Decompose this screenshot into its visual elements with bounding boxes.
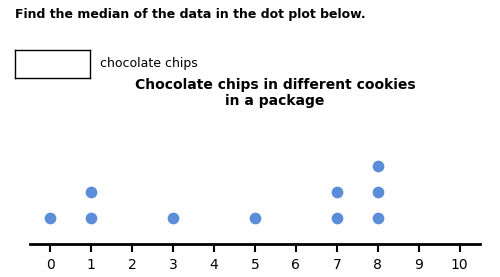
Point	[374, 164, 382, 168]
Point	[374, 190, 382, 194]
Text: Find the median of the data in the dot plot below.: Find the median of the data in the dot p…	[15, 8, 366, 21]
Point	[251, 216, 259, 220]
Text: Chocolate chips in different cookies
in a package: Chocolate chips in different cookies in …	[134, 78, 416, 108]
Point	[333, 190, 341, 194]
Point	[374, 216, 382, 220]
Point	[88, 216, 96, 220]
Point	[46, 216, 54, 220]
Point	[169, 216, 177, 220]
Point	[333, 216, 341, 220]
Text: chocolate chips: chocolate chips	[100, 57, 198, 70]
Point	[88, 190, 96, 194]
